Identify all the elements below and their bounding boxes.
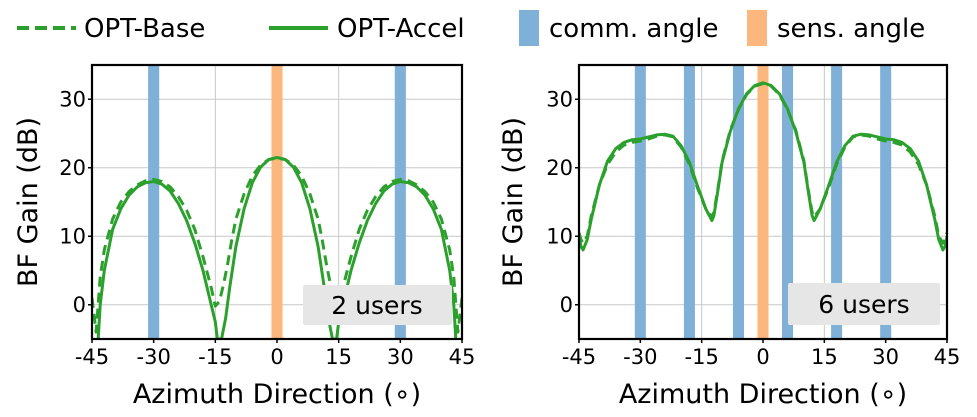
x-tick-label: -15 — [198, 345, 232, 369]
x-axis-label: Azimuth Direction (∘) — [619, 379, 907, 410]
y-tick-label: 30 — [546, 87, 573, 111]
legend-swatch-sens — [747, 10, 767, 46]
comm-angle-band — [831, 65, 843, 339]
legend-label-opt-base: OPT-Base — [84, 14, 205, 44]
x-tick-label: 30 — [872, 345, 899, 369]
x-tick-labels: -45 -30 -15 0 15 30 45 — [75, 339, 476, 369]
badge-text: 6 users — [818, 290, 909, 319]
y-tick-labels: 0 10 20 30 — [59, 87, 92, 317]
x-tick-label: 45 — [449, 345, 476, 369]
sens-angle-bands — [757, 65, 769, 339]
legend-item-opt-base: OPT-Base — [17, 14, 205, 44]
comm-angle-band — [732, 65, 744, 339]
y-tick-label: 20 — [59, 156, 86, 180]
panel-left: 2 users 0 10 20 30 -45 -30 -15 0 15 30 45 BF Gain… — [13, 63, 476, 410]
legend-label-comm-angle: comm. angle — [549, 14, 719, 44]
x-tick-label: 0 — [270, 345, 283, 369]
legend: OPT-Base OPT-Accel comm. angle sens. ang… — [17, 10, 925, 46]
legend-item-comm-angle: comm. angle — [519, 10, 719, 46]
y-tick-label: 20 — [546, 156, 573, 180]
series-lines — [579, 81, 947, 252]
users-badge: 6 users — [788, 283, 940, 325]
comm-angle-bands — [634, 65, 892, 339]
y-tick-label: 10 — [546, 224, 573, 248]
y-tick-label: 0 — [73, 293, 86, 317]
comm-angle-band — [148, 65, 160, 339]
badge-box — [788, 283, 940, 325]
y-tick-label: 0 — [560, 293, 573, 317]
x-tick-label: 15 — [811, 345, 838, 369]
badge-box — [303, 285, 452, 325]
x-axis-label: Azimuth Direction (∘) — [133, 379, 421, 410]
comm-angle-band — [394, 65, 406, 339]
sens-angle-band — [271, 65, 283, 339]
comm-angle-band — [683, 65, 695, 339]
legend-item-sens-angle: sens. angle — [747, 10, 925, 46]
y-axis-label: BF Gain (dB) — [498, 117, 529, 287]
y-tick-label: 10 — [59, 224, 86, 248]
x-tick-label: -45 — [75, 345, 109, 369]
y-axis-label: BF Gain (dB) — [13, 117, 44, 287]
panel-right: 6 users 0 10 20 30 -45 -30 -15 0 15 30 45 BF Gain… — [498, 63, 961, 410]
x-tick-label: -30 — [623, 345, 657, 369]
comm-angle-band — [880, 65, 892, 339]
comm-angle-bands — [148, 65, 406, 339]
x-tick-labels: -45 -30 -15 0 15 30 45 — [562, 339, 961, 369]
series-line-opt-accel — [579, 81, 947, 252]
comm-angle-band — [782, 65, 794, 339]
x-tick-label: -45 — [562, 345, 596, 369]
users-badge: 2 users — [303, 285, 452, 325]
sens-angle-bands — [271, 65, 283, 339]
x-tick-label: 30 — [387, 345, 414, 369]
y-tick-labels: 0 10 20 30 — [546, 87, 579, 317]
legend-label-sens-angle: sens. angle — [777, 14, 925, 44]
badge-text: 2 users — [331, 291, 422, 320]
series-line-opt-base — [92, 156, 462, 334]
series-line-opt-accel — [96, 156, 458, 339]
legend-swatch-comm — [519, 10, 539, 46]
legend-label-opt-accel: OPT-Accel — [337, 14, 465, 44]
x-tick-label: -15 — [685, 345, 719, 369]
x-tick-label: 45 — [934, 345, 961, 369]
x-tick-label: -30 — [137, 345, 171, 369]
x-tick-label: 0 — [756, 345, 769, 369]
y-tick-label: 30 — [59, 87, 86, 111]
legend-item-opt-accel: OPT-Accel — [269, 14, 465, 44]
x-tick-label: 15 — [325, 345, 352, 369]
series-lines — [92, 156, 462, 339]
comm-angle-band — [634, 65, 646, 339]
sens-angle-band — [757, 65, 769, 339]
